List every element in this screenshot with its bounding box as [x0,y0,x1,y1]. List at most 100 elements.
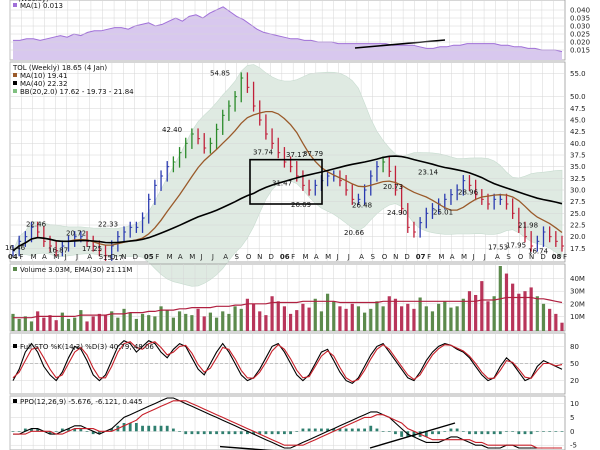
ppo-histogram-bar [320,428,323,432]
volume-bar [184,313,188,331]
volume-bar [110,311,114,331]
volume-bar [140,313,145,331]
price-bar [425,207,429,229]
y-tick-label: 0.030 [570,23,590,31]
ppo-histogram-bar [171,428,175,432]
y-tick-label: 45.0 [570,117,586,125]
volume-bar [548,308,552,331]
volume-bar [511,283,515,331]
ppo-histogram-bar [357,428,360,432]
ppo-histogram-bar [394,431,397,435]
price-bar [370,170,373,196]
volume-bar [350,303,354,331]
price-bar [148,193,151,224]
volume-bar [560,322,564,331]
y-tick-label: 40M [570,275,585,283]
price-bar [111,240,114,261]
x-tick-label: D [269,253,274,261]
volume-bar [36,311,40,331]
ppo-histogram-bar [283,431,286,435]
ppo-histogram-bar [270,431,274,435]
x-tick-label: M [53,253,59,261]
volume-bar [529,287,533,331]
price-bar [493,193,497,210]
y-tick-label: 0.020 [570,39,590,47]
price-bar [505,193,509,210]
volume-bar [406,303,410,331]
price-bar [222,109,225,135]
price-bar [314,179,318,196]
volume-bar [29,321,34,331]
y-tick-label: -5 [570,442,577,450]
volume-bar [128,312,132,331]
volume-bar [486,301,490,331]
price-bar [450,189,453,205]
price-bar [191,128,194,149]
price-bar [24,231,28,247]
ppo-histogram-bar [400,431,404,437]
y-tick-label: 55.0 [570,70,586,78]
price-annotation: 54.85 [210,70,230,78]
price-bar [283,147,287,168]
legend-swatch [13,267,17,271]
volume-bar [325,293,330,331]
price-annotation: 20.73 [383,183,403,191]
volume-bar [443,301,447,331]
x-tick-label: O [382,253,388,261]
ppo-histogram-bar [511,431,515,432]
ppo-histogram-bar [178,431,181,432]
ppo-histogram-bar [437,431,441,435]
price-bar [555,231,558,247]
stochastic-k-line [12,340,563,385]
x-tick-label: J [471,253,474,261]
volume-bar [554,313,558,331]
y-tick-label: 17.5 [570,245,586,253]
price-bar [117,231,120,252]
volume-bar [258,311,262,331]
legend-swatch [13,81,17,85]
ppo-histogram-bar [91,431,95,435]
price-bar [394,165,398,196]
ppo-histogram-bar [276,431,280,435]
volume-bar [474,294,478,331]
y-tick-label: 47.5 [570,105,586,113]
x-tick-label: S [506,253,511,261]
ppo-histogram-bar [424,431,428,437]
volume-bar [147,315,151,331]
y-tick-label: 30.0 [570,187,586,195]
y-tick-label: 0.040 [570,7,590,15]
x-tick-label: J [347,253,350,261]
x-tick-label: O [110,253,116,261]
y-tick-label: 50.0 [570,93,586,101]
y-tick-label: 27.5 [570,198,586,206]
price-bar [413,221,416,238]
stochastic-title: Full STO %K(14,3) %D(3) 40.79, 48.06 [20,343,154,351]
volume-bar [541,303,546,331]
volume-bar [295,310,299,331]
legend-ma10: MA(10) 19.41 [20,72,67,80]
x-tick-label: A [359,253,364,261]
x-tick-label: D [404,253,409,261]
volume-bar [418,297,422,331]
x-tick-label: 05 [144,253,154,261]
ppo-histogram-bar [523,431,527,435]
x-tick-label: J [64,253,67,261]
ratio-legend: MA(1) 0.013(Weekly) [13,0,63,10]
ppo-histogram-bar [461,431,465,432]
price-annotation: 21.98 [518,221,538,229]
volume-bar [42,317,46,331]
ppo-histogram-bar [369,425,373,432]
volume-bar [17,318,21,331]
price-bar [104,245,108,261]
ppo-histogram-bar [350,428,354,432]
volume-bar [504,273,509,331]
price-bar [215,123,219,149]
x-tick-label: 04 [8,253,18,261]
volume-bar [91,316,95,331]
ratio-title-partial: (Weekly) [18,0,49,3]
volume-bar [424,306,428,331]
volume-bar [535,296,539,331]
x-tick-label: J [211,253,214,261]
ppo-histogram-bar [54,431,58,432]
